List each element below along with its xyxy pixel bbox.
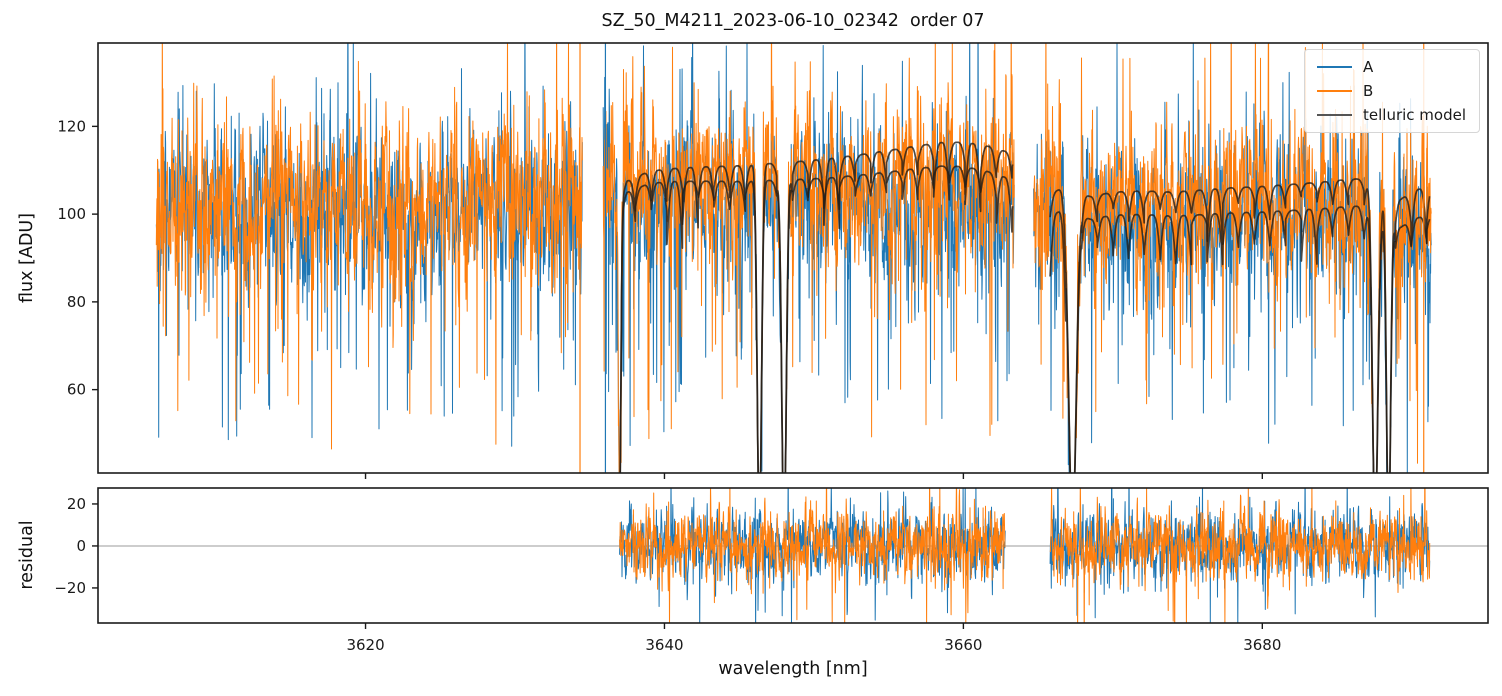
x-tick-label: 3660 — [944, 636, 982, 654]
legend-label: telluric model — [1363, 105, 1467, 124]
flux-series-B — [155, 43, 583, 450]
x-tick-label: 3680 — [1243, 636, 1281, 654]
legend-label: A — [1363, 57, 1374, 76]
telluric-model-upper — [1049, 178, 1431, 473]
residual-series-B — [619, 488, 1006, 623]
x-tick-label: 3620 — [346, 636, 384, 654]
flux-panel-border — [97, 42, 1489, 474]
residual-series-group — [619, 488, 1431, 623]
legend-item-telluric-model: telluric model — [1305, 103, 1479, 127]
telluric-model-lower — [619, 165, 1014, 473]
telluric-model-lower — [1049, 205, 1431, 473]
residual-y-tick-label: 0 — [76, 537, 86, 555]
legend-swatch-telluric — [1317, 114, 1352, 116]
flux-y-tick-label: 120 — [57, 117, 86, 135]
flux-y-axis-label: flux [ADU] — [17, 213, 37, 303]
flux-y-tick-label: 60 — [67, 381, 86, 399]
residual-series-B — [1049, 488, 1431, 623]
residual-y-tick-label: 20 — [67, 495, 86, 513]
flux-series-B — [1033, 43, 1432, 473]
legend-swatch-B — [1317, 90, 1352, 92]
flux-series-group — [155, 43, 1432, 473]
residual-y-tick-label: −20 — [54, 579, 86, 597]
axis-ticks: 3620 3640 3660 3680 60 80 100 120 −20 0 20 — [54, 117, 1281, 654]
residual-y-axis-label: residual — [17, 520, 37, 590]
legend-item-b: B — [1305, 79, 1479, 103]
residual-panel-border — [97, 487, 1489, 624]
legend-swatch-A — [1317, 66, 1352, 68]
flux-y-tick-label: 80 — [67, 293, 86, 311]
legend-label: B — [1363, 81, 1374, 100]
flux-y-tick-label: 100 — [57, 205, 86, 223]
legend-item-a: A — [1305, 55, 1479, 79]
x-tick-label: 3640 — [645, 636, 683, 654]
x-axis-label: wavelength [nm] — [718, 659, 868, 679]
chart-title: SZ_50_M4211_2023-06-10_02342 order 07 — [601, 11, 985, 31]
